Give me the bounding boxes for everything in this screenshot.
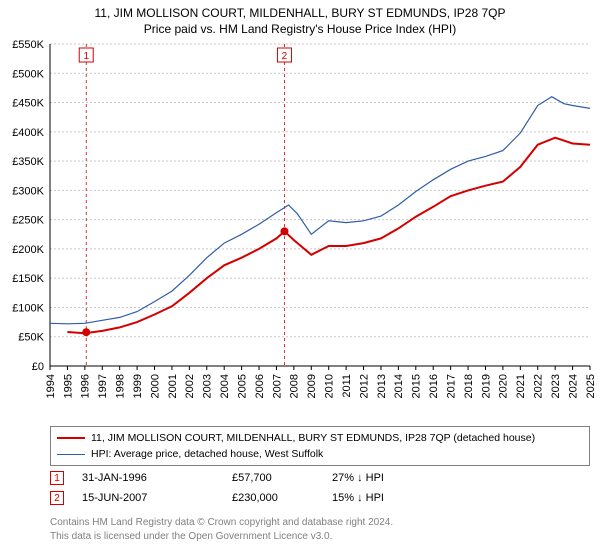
x-tick-label: 1997 (97, 374, 109, 398)
legend-swatch (57, 454, 85, 455)
x-tick-label: 2009 (306, 374, 318, 398)
transaction-flag-num: 2 (282, 51, 288, 62)
x-tick-label: 1998 (115, 374, 127, 398)
legend: 11, JIM MOLLISON COURT, MILDENHALL, BURY… (50, 426, 590, 466)
x-tick-label: 1995 (62, 374, 74, 398)
transaction-date: 31-JAN-1996 (82, 472, 232, 484)
x-tick-label: 2018 (463, 374, 475, 398)
transaction-hpi-delta: 27% ↓ HPI (332, 472, 384, 484)
x-tick-label: 2014 (393, 374, 405, 398)
transaction-date: 15-JUN-2007 (82, 492, 232, 504)
footer-line2: This data is licensed under the Open Gov… (50, 530, 393, 544)
footer-attribution: Contains HM Land Registry data © Crown c… (50, 516, 393, 543)
x-tick-label: 2010 (324, 374, 336, 398)
footer-line1: Contains HM Land Registry data © Crown c… (50, 516, 393, 530)
x-tick-label: 2004 (219, 374, 231, 398)
legend-label: 11, JIM MOLLISON COURT, MILDENHALL, BURY… (91, 432, 535, 444)
y-tick-label: £250K (12, 215, 44, 227)
transaction-price: £57,700 (232, 472, 332, 484)
y-tick-label: £500K (12, 68, 44, 80)
series-subject (67, 138, 590, 334)
y-tick-label: £150K (12, 273, 44, 285)
y-tick-label: £50K (18, 332, 44, 344)
y-tick-label: £200K (12, 244, 44, 256)
y-tick-label: £450K (12, 98, 44, 110)
x-tick-label: 2024 (567, 374, 579, 398)
chart-container: 11, JIM MOLLISON COURT, MILDENHALL, BURY… (0, 0, 600, 560)
x-tick-label: 2003 (202, 374, 214, 398)
plot-area: £0 £50K £100K £150K £200K £250K £300K £350K £400… (0, 36, 600, 416)
transaction-hpi-delta: 15% ↓ HPI (332, 492, 384, 504)
x-tick-label: 2015 (411, 374, 423, 398)
x-tick-label: 2013 (376, 374, 388, 398)
transaction-row: 2 15-JUN-2007£230,00015% ↓ HPI (50, 488, 384, 508)
x-tick-label: 2002 (184, 374, 196, 398)
x-tick-label: 2011 (341, 374, 353, 398)
title-address: 11, JIM MOLLISON COURT, MILDENHALL, BURY… (0, 6, 600, 20)
x-tick-label: 2000 (149, 374, 161, 398)
x-tick-label: 2012 (358, 374, 370, 398)
transaction-marker-box: 1 (50, 471, 64, 485)
x-tick-label: 2017 (445, 374, 457, 398)
x-tick-label: 2005 (236, 374, 248, 398)
transaction-marker-box: 2 (50, 491, 64, 505)
x-tick-label: 2023 (550, 374, 562, 398)
y-tick-label: £0 (32, 361, 44, 373)
legend-row: HPI: Average price, detached house, West… (57, 446, 583, 462)
y-tick-label: £350K (12, 156, 44, 168)
x-tick-label: 2019 (480, 374, 492, 398)
series-hpi (50, 97, 590, 324)
x-tick-label: 1994 (45, 374, 57, 398)
transaction-table: 1 31-JAN-1996£57,70027% ↓ HPI 2 15-JUN-2007… (50, 468, 384, 508)
titles: 11, JIM MOLLISON COURT, MILDENHALL, BURY… (0, 0, 600, 36)
transaction-price: £230,000 (232, 492, 332, 504)
x-tick-label: 1999 (132, 374, 144, 398)
y-tick-label: £300K (12, 185, 44, 197)
transaction-point (280, 227, 288, 235)
x-tick-label: 1996 (80, 374, 92, 398)
line-chart-svg: £0 £50K £100K £150K £200K £250K £300K £350K £400… (0, 36, 600, 416)
y-tick-label: £550K (12, 39, 44, 51)
y-tick-label: £100K (12, 302, 44, 314)
transaction-point (82, 328, 90, 336)
title-subtitle: Price paid vs. HM Land Registry's House … (0, 22, 600, 36)
legend-row: 11, JIM MOLLISON COURT, MILDENHALL, BURY… (57, 430, 583, 446)
x-tick-label: 2016 (428, 374, 440, 398)
x-tick-label: 2007 (271, 374, 283, 398)
x-tick-label: 2020 (498, 374, 510, 398)
y-tick-label: £400K (12, 127, 44, 139)
x-tick-label: 2006 (254, 374, 266, 398)
x-tick-label: 2025 (585, 374, 597, 398)
x-tick-label: 2022 (533, 374, 545, 398)
transaction-flag-num: 1 (83, 51, 89, 62)
transaction-row: 1 31-JAN-1996£57,70027% ↓ HPI (50, 468, 384, 488)
x-tick-label: 2001 (167, 374, 179, 398)
legend-swatch (57, 437, 85, 439)
x-tick-label: 2021 (515, 374, 527, 398)
legend-label: HPI: Average price, detached house, West… (91, 448, 323, 460)
x-tick-label: 2008 (289, 374, 301, 398)
